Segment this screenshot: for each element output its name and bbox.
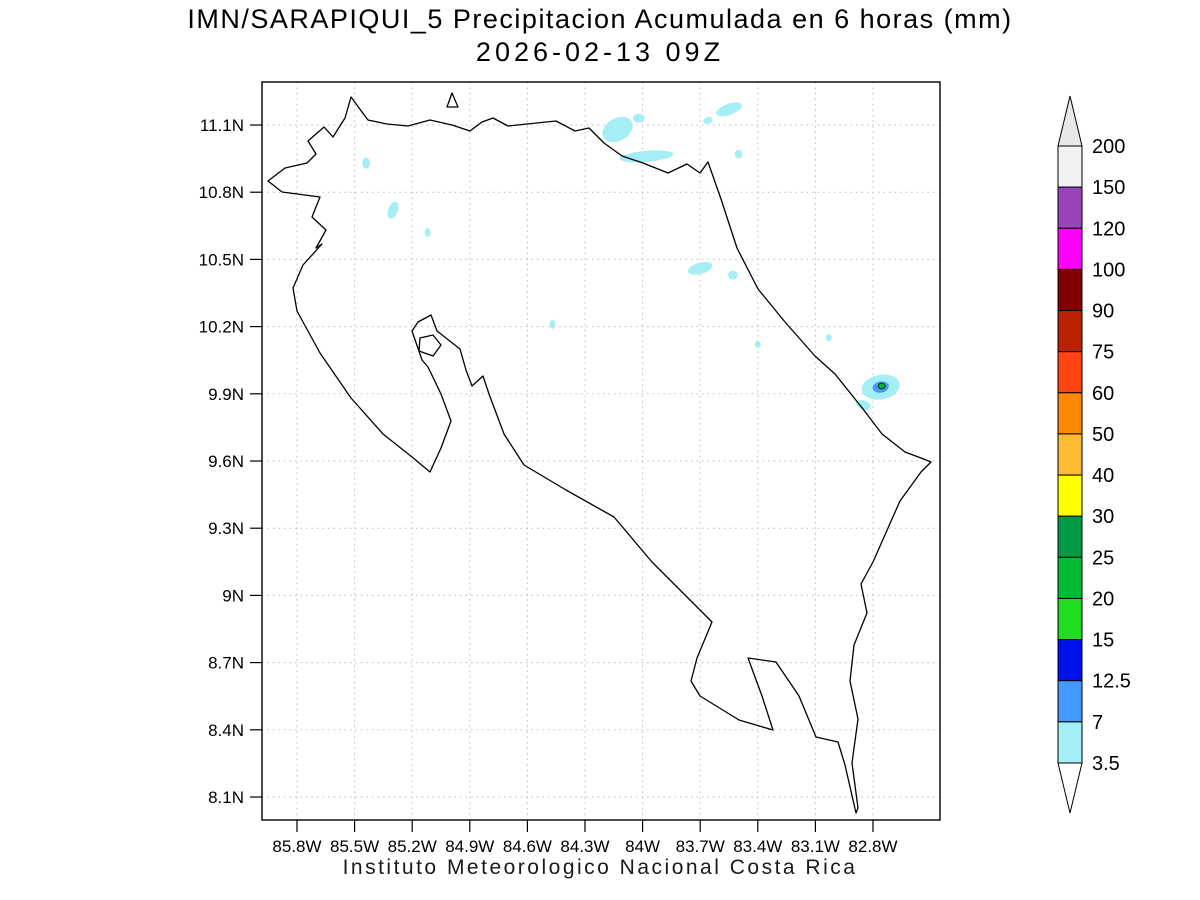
lon-tick-label: 83.1W: [791, 837, 840, 856]
colorbar-segment: [1057, 227, 1083, 270]
colorbar-label: 50: [1092, 424, 1114, 446]
lon-tick-label: 82.8W: [848, 837, 897, 856]
colorbar-label: 90: [1092, 301, 1114, 323]
colorbar-label: 20: [1092, 588, 1114, 610]
precip-patch: [549, 319, 556, 329]
lon-tick-label: 84.3W: [560, 837, 609, 856]
precip-patch: [362, 157, 370, 169]
precip-patch: [825, 334, 832, 342]
lon-tick-label: 84W: [625, 837, 660, 856]
precip-patch: [734, 149, 743, 159]
colorbar-label: 30: [1092, 506, 1114, 528]
colorbar-label: 15: [1092, 630, 1114, 652]
colorbar-label: 7: [1092, 712, 1103, 734]
colorbar-label: 200: [1092, 136, 1125, 158]
chart-title: IMN/SARAPIQUI_5 Precipitacion Acumulada …: [187, 4, 1013, 34]
colorbar-segment: [1057, 186, 1083, 229]
precip-patch: [688, 262, 713, 275]
colorbar-segment: [1057, 556, 1083, 599]
colorbar-arrow-bottom: [1057, 762, 1083, 814]
precipitation-layer: [362, 102, 900, 410]
colorbar: 200 150 120 100 90 75 60 50 40 30 25 20 15 12.5 7 3.5: [1057, 95, 1131, 814]
precip-patch: [633, 113, 645, 123]
lat-tick-label: 9.3N: [208, 519, 244, 538]
lat-tick-label: 10.8N: [199, 183, 244, 202]
costa-rica-outline: [267, 96, 932, 814]
colorbar-label: 3.5: [1092, 753, 1120, 775]
lon-tick-label: 83.4W: [733, 837, 782, 856]
colorbar-segment: [1057, 351, 1083, 394]
precip-patch: [703, 116, 713, 125]
lat-tick-label: 10.2N: [199, 318, 244, 337]
colorbar-segment: [1057, 145, 1083, 188]
lon-tick-label: 83.7W: [676, 837, 725, 856]
colorbar-segment: [1057, 639, 1083, 682]
colorbar-label: 120: [1092, 218, 1125, 240]
colorbar-segment: [1057, 392, 1083, 435]
colorbar-label: 25: [1092, 547, 1114, 569]
lon-tick-label: 85.5W: [330, 837, 379, 856]
precip-patch: [619, 150, 674, 163]
isla-chira-outline: [418, 334, 442, 357]
precip-patch: [856, 400, 871, 410]
colorbar-label: 75: [1092, 342, 1114, 364]
colorbar-label: 100: [1092, 259, 1125, 281]
colorbar-segment: [1057, 721, 1083, 764]
colorbar-segment: [1057, 597, 1083, 641]
precip-patch: [716, 102, 742, 117]
plot-frame: [261, 81, 941, 821]
precip-patch: [877, 382, 886, 390]
precip-patch: [387, 201, 399, 219]
precip-patch: [602, 116, 633, 143]
title-block: IMN/SARAPIQUI_5 Precipitacion Acumulada …: [0, 4, 1200, 68]
footer-caption: Instituto Meteorologico Nacional Costa R…: [342, 856, 858, 879]
coastline-layer: [267, 92, 932, 814]
colorbar-label: 150: [1092, 177, 1125, 199]
gridline-layer: [262, 82, 940, 820]
colorbar-label: 60: [1092, 383, 1114, 405]
lat-tick-label: 9N: [222, 586, 244, 605]
precip-patch: [754, 341, 761, 348]
lat-tick-label: 8.4N: [208, 721, 244, 740]
precip-patch: [424, 228, 431, 238]
lon-tick-label: 84.9W: [445, 837, 494, 856]
lat-tick-label: 8.1N: [208, 788, 244, 807]
chart-date: 2026-02-13 09Z: [475, 37, 725, 67]
lat-tick-label: 9.9N: [208, 385, 244, 404]
colorbar-segment: [1057, 433, 1083, 476]
lon-tick-label: 84.6W: [503, 837, 552, 856]
precip-patch: [728, 270, 738, 280]
colorbar-segment: [1057, 268, 1083, 312]
colorbar-label: 12.5: [1092, 671, 1131, 693]
colorbar-segment: [1057, 310, 1083, 353]
lat-tick-label: 9.6N: [208, 452, 244, 471]
lake-island-outline: [446, 92, 459, 108]
axis-layer: 11.1N 10.8N 10.5N 10.2N 9.9N 9.6N 9.3N 9N 8.7N 8.…: [199, 116, 898, 856]
lon-tick-label: 85.8W: [272, 837, 321, 856]
colorbar-segment: [1057, 474, 1083, 517]
lon-tick-label: 85.2W: [388, 837, 437, 856]
colorbar-segment: [1057, 680, 1083, 723]
colorbar-arrow-top: [1057, 95, 1083, 147]
lat-tick-label: 11.1N: [200, 116, 244, 135]
colorbar-label: 40: [1092, 465, 1114, 487]
lat-tick-label: 8.7N: [208, 654, 244, 673]
colorbar-segment: [1057, 515, 1083, 558]
lat-tick-label: 10.5N: [199, 250, 244, 269]
